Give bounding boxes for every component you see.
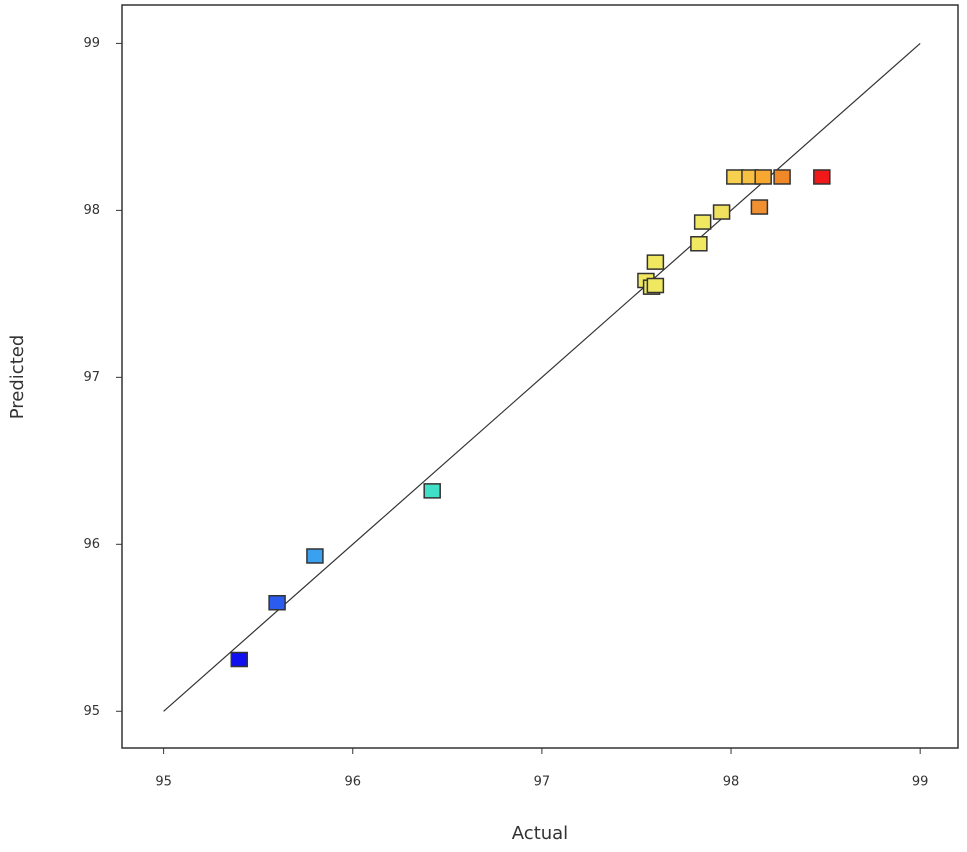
- y-axis-title: Predicted: [7, 335, 28, 420]
- x-tick-label: 99: [912, 775, 929, 790]
- x-axis-title: Actual: [512, 823, 568, 844]
- x-tick-label: 96: [344, 775, 361, 790]
- x-tick-label: 97: [534, 775, 551, 790]
- y-tick-label: 99: [83, 36, 100, 51]
- data-point: [646, 277, 665, 294]
- fit-line: [163, 42, 921, 712]
- data-point: [690, 236, 708, 252]
- y-tick-label: 96: [83, 537, 100, 552]
- data-point: [423, 483, 441, 499]
- data-point: [646, 254, 665, 270]
- plot-frame: [121, 4, 959, 749]
- data-point: [268, 594, 286, 611]
- y-tick-label: 95: [83, 704, 100, 719]
- data-point: [813, 169, 831, 185]
- data-point: [773, 169, 791, 185]
- data-point: [306, 548, 324, 564]
- y-tick-label: 98: [83, 203, 100, 218]
- data-point: [230, 651, 249, 668]
- data-point: [754, 169, 772, 185]
- x-tick-label: 98: [723, 775, 740, 790]
- data-point: [726, 169, 744, 185]
- data-point: [712, 204, 731, 220]
- data-point: [750, 199, 769, 215]
- y-tick-label: 97: [83, 370, 100, 385]
- x-tick-label: 95: [155, 775, 172, 790]
- data-point: [693, 214, 712, 230]
